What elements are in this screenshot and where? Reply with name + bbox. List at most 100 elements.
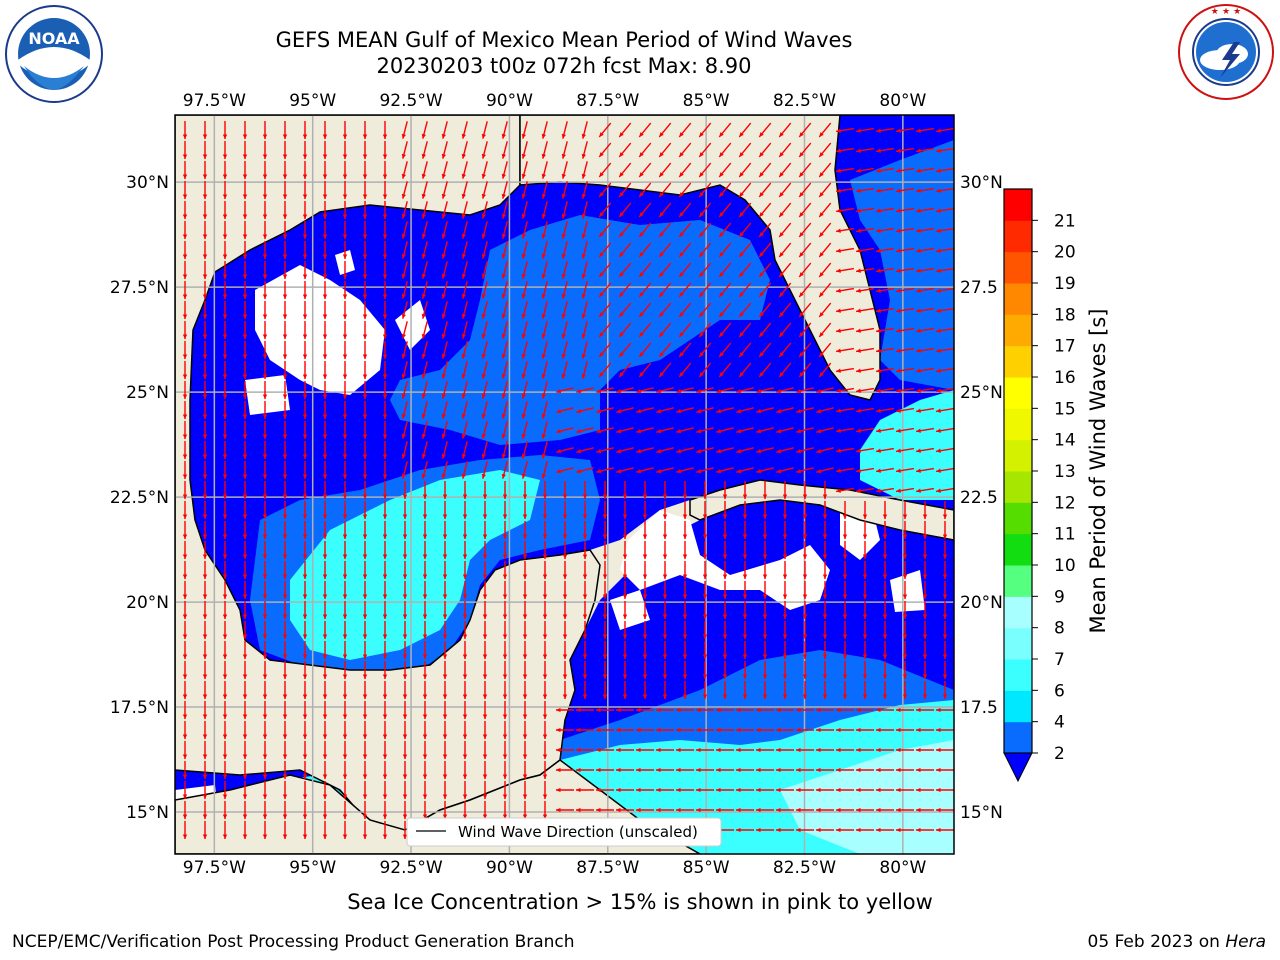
wind-arrow <box>582 481 588 499</box>
wind-arrow <box>222 221 228 239</box>
wind-arrow <box>222 581 228 599</box>
wind-arrow <box>738 142 752 158</box>
wind-arrow <box>738 282 752 298</box>
wind-arrow <box>942 661 948 679</box>
wind-arrow <box>481 341 488 359</box>
wind-arrow <box>616 467 634 474</box>
wind-arrow <box>202 301 208 319</box>
wind-arrow <box>222 541 228 559</box>
wind-arrow <box>382 181 388 199</box>
wind-arrow <box>782 681 788 699</box>
wind-arrow <box>461 421 468 439</box>
wind-arrow <box>802 641 808 659</box>
wind-arrow <box>876 447 894 453</box>
wind-arrow <box>896 767 914 773</box>
wind-arrow <box>876 327 894 333</box>
wind-arrow <box>362 201 368 219</box>
wind-arrow <box>442 521 448 539</box>
wind-arrow <box>822 621 828 639</box>
wind-arrow <box>576 407 594 414</box>
wind-arrow <box>622 621 628 639</box>
wind-arrow <box>581 201 588 219</box>
wind-arrow <box>916 247 934 253</box>
right-latitude-labels: 30°N 27.5 25°N 22.5 20°N 17.5 15°N <box>960 173 1003 823</box>
wind-arrow <box>522 761 528 779</box>
wind-arrow <box>776 807 794 813</box>
wind-arrow <box>202 621 208 639</box>
wind-arrow <box>836 767 854 773</box>
wind-arrow <box>262 241 268 259</box>
wind-arrow <box>716 767 734 773</box>
wind-arrow <box>581 341 588 359</box>
wind-arrow <box>736 447 754 454</box>
wind-arrow <box>481 121 488 139</box>
colorbar-segment <box>1004 220 1032 253</box>
wind-arrow <box>776 827 794 833</box>
wind-arrow <box>758 322 772 338</box>
wind-arrow <box>862 521 868 539</box>
wind-arrow <box>598 262 612 278</box>
wind-arrow <box>262 581 268 599</box>
wind-arrow <box>842 601 848 619</box>
wind-arrow <box>242 381 248 399</box>
wind-arrow <box>422 701 428 719</box>
wind-arrow <box>756 727 774 733</box>
wind-arrow <box>262 341 268 359</box>
wind-arrow <box>222 621 228 639</box>
wind-arrow <box>896 727 914 733</box>
wind-arrow <box>616 387 634 394</box>
wind-arrow <box>682 481 688 499</box>
wind-arrow <box>302 381 308 399</box>
wind-arrow <box>802 581 808 599</box>
wind-arrow <box>616 427 634 434</box>
wind-arrow <box>521 281 528 299</box>
wind-arrow <box>521 381 528 399</box>
wind-arrow <box>818 162 832 178</box>
wind-arrow <box>302 741 308 759</box>
wind-arrow <box>758 282 772 298</box>
wind-arrow <box>322 681 328 699</box>
wind-arrow <box>421 301 428 319</box>
wind-arrow <box>622 481 628 499</box>
wind-arrow <box>182 601 188 619</box>
wind-arrow <box>636 387 654 394</box>
wind-arrow <box>742 641 748 659</box>
wind-arrow <box>342 381 348 399</box>
wind-arrow <box>202 821 208 839</box>
wind-arrow <box>698 222 712 238</box>
wind-arrow <box>936 447 954 453</box>
wind-arrow <box>836 407 854 413</box>
wind-arrow <box>541 401 548 419</box>
wind-arrow <box>636 447 654 454</box>
wind-arrow <box>342 141 348 159</box>
wind-arrow <box>638 122 652 138</box>
wind-arrow <box>322 821 328 839</box>
wind-arrow <box>462 661 468 679</box>
wind-arrow <box>242 361 248 379</box>
left-lat-label: 17.5°N <box>110 698 169 718</box>
wind-arrow <box>682 621 688 639</box>
wind-arrow <box>658 222 672 238</box>
wind-arrow <box>842 521 848 539</box>
wind-arrow <box>382 641 388 659</box>
wind-arrow <box>916 787 934 793</box>
wind-arrow <box>262 481 268 499</box>
wind-arrow <box>798 222 812 238</box>
wind-arrow <box>222 821 228 839</box>
wind-arrow <box>182 501 188 519</box>
right-lat-label: 15°N <box>960 803 1003 823</box>
wind-arrow <box>382 281 388 299</box>
wind-arrow <box>482 641 488 659</box>
wind-arrow <box>302 681 308 699</box>
wind-arrow <box>481 381 488 399</box>
wind-arrow <box>282 661 288 679</box>
wind-arrow <box>182 261 188 279</box>
wind-arrow <box>182 781 188 799</box>
wind-arrow <box>638 222 652 238</box>
wind-arrow <box>342 541 348 559</box>
colorbar-segment <box>1004 345 1032 378</box>
wind-arrow <box>202 661 208 679</box>
wind-arrow <box>242 181 248 199</box>
wind-arrow <box>481 401 488 419</box>
wind-arrow <box>521 181 528 199</box>
